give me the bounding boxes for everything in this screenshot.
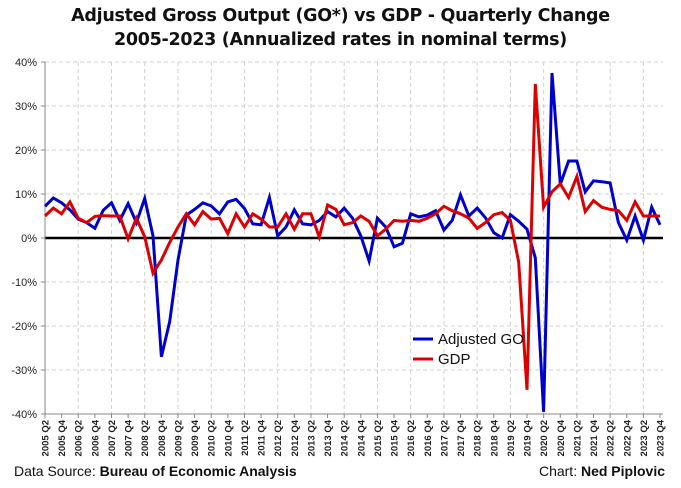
x-tick-label: 2008 Q4 — [157, 419, 168, 456]
y-tick-label: 30% — [15, 101, 37, 113]
legend-label-adjusted-go: Adjusted GO — [438, 331, 524, 348]
x-tick-label: 2008 Q2 — [140, 420, 151, 456]
x-tick-label: 2015 Q4 — [390, 419, 401, 456]
x-tick-label: 2020 Q2 — [539, 420, 550, 456]
x-tick-label: 2019 Q2 — [506, 420, 517, 456]
x-tick-label: 2017 Q4 — [456, 419, 467, 456]
y-tick-label: -20% — [11, 321, 37, 333]
series-group — [43, 72, 662, 412]
y-tick-label: 0% — [21, 233, 37, 245]
x-tick-label: 2021 Q2 — [572, 420, 583, 456]
x-tick-label: 2018 Q2 — [473, 420, 484, 456]
data-source-value: Bureau of Economic Analysis — [99, 463, 297, 479]
chart-subtitle: 2005-2023 (Annualized rates in nominal t… — [114, 30, 567, 50]
x-tick-label: 2012 Q2 — [273, 420, 284, 456]
x-tick-label: 2013 Q4 — [323, 419, 334, 456]
x-tick-label: 2016 Q4 — [423, 419, 434, 456]
chart-title-block: Adjusted Gross Output (GO*) vs GDP - Qua… — [0, 4, 681, 52]
x-tick-label: 2011 Q4 — [257, 419, 268, 456]
grid — [45, 61, 663, 415]
x-tick-label: 2021 Q4 — [589, 419, 600, 456]
x-tick-label: 2023 Q2 — [639, 420, 650, 456]
legend: Adjusted GO GDP — [413, 331, 524, 368]
x-tick-label: 2009 Q2 — [173, 420, 184, 456]
x-tick-label: 2023 Q4 — [656, 419, 667, 456]
series-line-adjusted-go — [43, 72, 662, 412]
y-tick-label: 20% — [15, 145, 37, 157]
x-tick-label: 2005 Q4 — [57, 419, 68, 456]
x-tick-label: 2015 Q2 — [373, 420, 384, 456]
x-tick-label: 2009 Q4 — [190, 419, 201, 456]
x-tick-label: 2022 Q2 — [606, 420, 617, 456]
y-axis: 40% 30% 20% 10% 0% -10% -20% -30% -40% — [11, 57, 46, 421]
x-tick-label: 2017 Q2 — [439, 420, 450, 456]
x-tick-label: 2011 Q2 — [240, 420, 251, 456]
x-tick-label: 2013 Q2 — [306, 420, 317, 456]
y-tick-label: 40% — [15, 57, 37, 69]
x-tick-label: 2014 Q2 — [340, 420, 351, 456]
x-tick-label: 2020 Q4 — [556, 419, 567, 456]
chart-credit: Chart: Ned Piplovic — [539, 463, 665, 479]
x-tick-label: 2006 Q4 — [90, 419, 101, 456]
chart-title: Adjusted Gross Output (GO*) vs GDP - Qua… — [71, 6, 610, 26]
x-tick-label: 2016 Q2 — [406, 420, 417, 456]
chart-credit-label: Chart: — [538, 463, 581, 479]
x-tick-label: 2014 Q4 — [356, 419, 367, 456]
x-axis: 2005 Q2 2005 Q4 2006 Q2 2006 Q4 2007 Q2 2007 … — [41, 413, 667, 456]
data-source: Data Source: Bureau of Economic Analysis — [14, 463, 297, 479]
x-tick-label: 2019 Q4 — [523, 419, 534, 456]
x-tick-label: 2012 Q4 — [290, 419, 301, 456]
x-tick-label: 2010 Q4 — [223, 419, 234, 456]
x-tick-label: 2007 Q2 — [107, 420, 118, 456]
x-tick-label: 2006 Q2 — [74, 420, 85, 456]
x-tick-label: 2010 Q2 — [207, 420, 218, 456]
y-tick-label: 10% — [15, 189, 37, 201]
x-tick-label: 2022 Q4 — [622, 419, 633, 456]
x-tick-label: 2005 Q2 — [41, 420, 52, 456]
series-line-gdp — [43, 83, 660, 390]
y-tick-label: -30% — [11, 365, 37, 377]
y-tick-label: -10% — [11, 277, 37, 289]
y-tick-label: -40% — [11, 409, 37, 421]
x-tick-label: 2018 Q4 — [489, 419, 500, 456]
x-tick-label: 2007 Q4 — [124, 419, 135, 456]
data-source-label: Data Source: — [14, 463, 100, 479]
chart-credit-value: Ned Piplovic — [580, 463, 665, 479]
legend-label-gdp: GDP — [438, 351, 471, 368]
